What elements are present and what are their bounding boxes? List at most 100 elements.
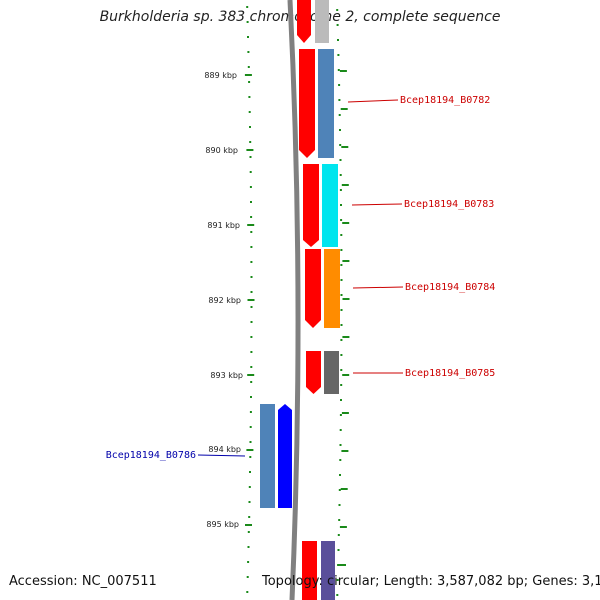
gene-label-B0782: Bcep18194_B0782	[400, 95, 490, 106]
minor-tick	[341, 450, 349, 452]
tick-dot	[340, 279, 343, 281]
tick-dot	[250, 336, 253, 338]
tick-dot	[339, 414, 342, 416]
tick-dot	[249, 156, 252, 158]
major-tick	[247, 224, 255, 226]
tick-dot	[250, 396, 252, 398]
forward-gene-track	[315, 0, 340, 600]
tick-dot	[339, 429, 342, 431]
gene-fragment	[321, 541, 335, 600]
tick-dot	[337, 39, 339, 41]
tick-dot	[250, 261, 253, 263]
tick-dot	[250, 216, 253, 218]
gene-labels: Bcep18194_B0782 Bcep18194_B0783 Bcep1819…	[106, 95, 496, 461]
tick-dot	[338, 99, 341, 101]
tick-dot	[336, 9, 339, 11]
gene-label-B0786: Bcep18194_B0786	[106, 450, 196, 461]
tick-dot	[338, 519, 341, 521]
gene-bar-B0786	[260, 404, 275, 508]
tick-dot	[340, 264, 343, 266]
minor-tick	[342, 298, 350, 300]
tick-dot	[339, 444, 342, 446]
tick-dot	[247, 561, 250, 563]
gene-label-B0783: Bcep18194_B0783	[404, 199, 494, 210]
tick-dot	[340, 324, 343, 326]
leader-line	[352, 286, 404, 289]
tick-dot	[249, 186, 252, 188]
tick-dot	[246, 6, 249, 8]
tick-dot	[250, 366, 253, 368]
tick-dot	[247, 546, 250, 548]
minor-tick	[341, 184, 349, 186]
major-tick	[246, 449, 254, 451]
tick-dot	[248, 486, 251, 488]
gene-fragment	[315, 0, 329, 43]
forward-arrow	[299, 49, 315, 158]
forward-arrow	[305, 249, 321, 328]
tick-dot	[249, 426, 252, 428]
minor-tick	[342, 260, 350, 262]
minor-tick	[342, 336, 350, 338]
tick-dot	[340, 309, 343, 311]
tick-label-895: 895 kbp	[206, 520, 239, 529]
tick-label-890: 890 kbp	[205, 146, 238, 155]
leader-line	[347, 99, 399, 103]
tick-dot	[337, 54, 340, 56]
tick-dot	[339, 474, 341, 476]
minor-tick	[340, 108, 348, 110]
minor-tick	[342, 222, 350, 224]
tick-dot	[338, 84, 341, 86]
tick-dot	[340, 399, 342, 401]
tick-dot	[248, 111, 251, 113]
gene-label-B0784: Bcep18194_B0784	[405, 282, 495, 293]
tick-dot	[337, 549, 340, 551]
forward-arrow	[306, 351, 321, 394]
tick-dot	[250, 381, 253, 383]
minor-tick-dots	[246, 6, 343, 596]
tick-dot	[338, 504, 341, 506]
chromosome-backbone	[287, 0, 301, 600]
reverse-arrow	[278, 404, 292, 508]
tick-dot	[338, 489, 341, 491]
forward-arrow	[297, 0, 311, 43]
tick-label-893: 893 kbp	[210, 371, 243, 380]
tick-dot	[249, 141, 252, 143]
tick-dot	[246, 576, 249, 578]
tick-dot	[340, 249, 343, 251]
tick-dot	[340, 234, 343, 236]
minor-tick	[341, 146, 349, 148]
minor-tick	[340, 488, 348, 490]
tick-dot	[248, 516, 251, 518]
tick-dot	[337, 564, 340, 566]
major-tick	[247, 299, 255, 301]
tick-label-891: 891 kbp	[207, 221, 240, 230]
tick-dot	[337, 534, 340, 536]
tick-dot	[249, 411, 252, 413]
minor-tick	[339, 564, 346, 566]
minor-tick	[339, 70, 347, 72]
tick-dot	[249, 126, 251, 128]
genome-stats-text: Topology: circular; Length: 3,587,082 bp…	[262, 574, 600, 589]
major-tick	[246, 149, 254, 151]
tick-dot	[339, 189, 342, 191]
tick-dot	[249, 456, 252, 458]
tick-label-889: 889 kbp	[204, 71, 237, 80]
tick-dot	[249, 441, 252, 443]
tick-dot	[248, 96, 251, 98]
leader-line	[197, 454, 246, 457]
tick-dot	[340, 384, 343, 386]
tick-dot	[250, 291, 253, 293]
gene-bar-B0783	[322, 164, 338, 247]
tick-dot	[247, 531, 250, 533]
tick-dot	[340, 369, 343, 371]
tick-dot	[248, 501, 251, 503]
gene-label-B0785: Bcep18194_B0785	[405, 368, 495, 379]
forward-arrow	[302, 541, 317, 600]
tick-dot	[340, 219, 343, 221]
minor-tick	[339, 526, 347, 528]
tick-dot	[336, 579, 339, 581]
tick-dot	[250, 231, 253, 233]
tick-dot	[247, 36, 249, 38]
major-ticks	[244, 70, 350, 566]
